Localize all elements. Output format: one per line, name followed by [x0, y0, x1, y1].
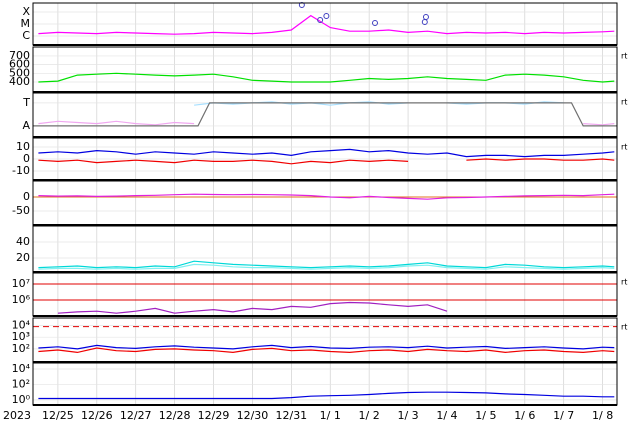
- series-line: [38, 158, 615, 165]
- x-tick-label: 12/31: [275, 409, 307, 422]
- y-tick-label: 10²: [12, 342, 30, 355]
- x-tick-label: 1/ 6: [514, 409, 535, 422]
- flare-marker: [317, 17, 324, 24]
- y-tick-label: T: [22, 96, 30, 109]
- y-tick-label: 10⁰: [12, 393, 31, 406]
- x-tick-label: 12/30: [237, 409, 269, 422]
- flare-marker: [371, 20, 378, 27]
- y-tick-label: 10: [16, 140, 30, 153]
- series-line: [38, 391, 615, 400]
- series-line: [38, 260, 615, 269]
- y-tick-label: M: [21, 17, 31, 30]
- y-tick-label: 40: [16, 235, 30, 248]
- x-tick-label: 1/ 3: [397, 409, 418, 422]
- y-tick-label: X: [22, 5, 30, 18]
- y-tick-label: 10²: [12, 377, 30, 390]
- panel-frame: [32, 92, 618, 138]
- series-line: [38, 72, 615, 83]
- series-line: [38, 148, 615, 158]
- x-tick-label: 1/ 4: [436, 409, 457, 422]
- y-tick-label: 0: [23, 190, 30, 203]
- y-tick-label: 10⁴: [12, 318, 31, 331]
- x-tick-label: 12/29: [198, 409, 230, 422]
- flare-marker: [421, 18, 428, 25]
- series-line: [38, 263, 615, 270]
- right-label: rt: [621, 323, 627, 332]
- y-tick-label: -10: [12, 164, 30, 177]
- panel-frame: [32, 46, 618, 93]
- series-line: [57, 301, 448, 314]
- series-line: [38, 347, 615, 354]
- x-tick-label: 1/ 2: [359, 409, 380, 422]
- series-line: [38, 120, 615, 126]
- panel-frame: [32, 272, 618, 317]
- right-label: rt: [621, 143, 627, 152]
- y-tick-label: 0: [23, 152, 30, 165]
- x-tick-label: 12/26: [81, 409, 113, 422]
- y-tick-label: 600: [9, 58, 30, 71]
- x-tick-label: 12/27: [120, 409, 152, 422]
- flare-marker: [422, 14, 429, 21]
- y-tick-label: 10⁴: [12, 362, 31, 375]
- y-tick-label: 700: [9, 49, 30, 62]
- y-tick-label: -50: [12, 204, 30, 217]
- right-label: rt: [621, 278, 627, 287]
- y-tick-label: 10³: [12, 330, 30, 343]
- y-tick-label: A: [22, 119, 30, 132]
- series-line: [38, 14, 615, 35]
- x-tick-label: 12/28: [159, 409, 191, 422]
- series-line: [38, 193, 615, 200]
- y-tick-label: C: [22, 29, 30, 42]
- series-line: [33, 102, 617, 127]
- right-label: rt: [621, 52, 627, 61]
- flare-marker: [323, 12, 330, 19]
- y-tick-label: 10⁶: [12, 293, 31, 306]
- x-tick-label: 12/25: [42, 409, 74, 422]
- series-line: [38, 344, 615, 350]
- y-tick-label: 500: [9, 66, 30, 79]
- year-label: 2023: [3, 409, 31, 422]
- y-tick-label: 10⁷: [12, 277, 30, 290]
- y-tick-label: 400: [9, 75, 30, 88]
- x-tick-label: 1/ 5: [475, 409, 496, 422]
- panel-frame: [32, 180, 618, 226]
- y-tick-label: 20: [16, 251, 30, 264]
- panel-frame: [32, 317, 618, 363]
- x-tick-label: 1/ 8: [592, 409, 613, 422]
- x-tick-label: 1/ 1: [320, 409, 341, 422]
- x-tick-label: 1/ 7: [553, 409, 574, 422]
- right-label: rt: [621, 98, 627, 107]
